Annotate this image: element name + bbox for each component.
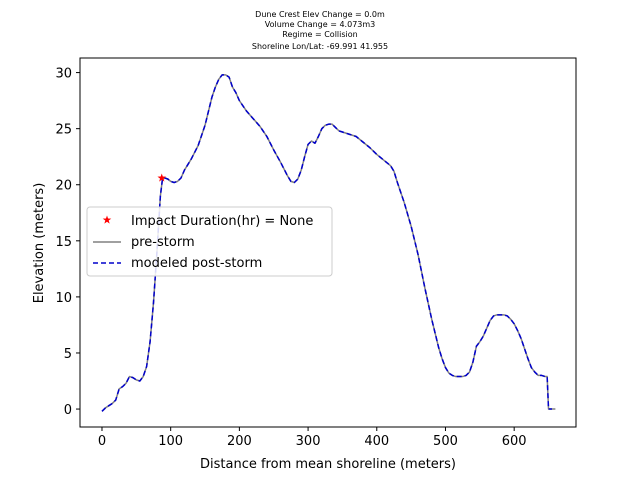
star-icon [102, 215, 112, 224]
title-line-dune-crest: Dune Crest Elev Change = 0.0m [255, 10, 385, 19]
legend-box [86, 206, 333, 277]
legend-item-impact: Impact Duration(hr) = None [102, 214, 313, 229]
x-tick-label: 0 [98, 434, 106, 449]
y-axis: 0 5 10 15 20 25 30 [55, 67, 80, 418]
y-tick-label: 10 [55, 291, 72, 306]
y-tick-label: 30 [55, 67, 72, 82]
legend-label-post-storm: modeled post-storm [131, 256, 262, 271]
y-axis-label: Elevation (meters) [32, 183, 47, 304]
x-tick-label: 500 [433, 434, 458, 449]
y-tick-label: 0 [64, 403, 72, 418]
x-tick-label: 600 [502, 434, 527, 449]
x-tick-label: 300 [296, 434, 321, 449]
impact-star-marker [157, 173, 167, 182]
y-tick-label: 5 [64, 347, 72, 362]
legend-item-post-storm: modeled post-storm [93, 256, 262, 271]
y-tick-label: 15 [55, 235, 72, 250]
plot-frame [79, 57, 577, 428]
series-line-modeled-post-storm [101, 74, 552, 412]
x-tick-label: 100 [158, 434, 183, 449]
x-axis-label: Distance from mean shoreline (meters) [200, 457, 456, 472]
x-tick-label: 400 [364, 434, 389, 449]
legend-label-impact: Impact Duration(hr) = None [131, 214, 313, 229]
legend: Impact Duration(hr) = None pre-storm mod… [86, 206, 333, 277]
title-line-volume-change: Volume Change = 4.073m3 [265, 20, 376, 29]
chart-title: Dune Crest Elev Change = 0.0m Volume Cha… [252, 10, 388, 51]
y-tick-label: 20 [55, 179, 72, 194]
x-axis: 0 100 200 300 400 500 600 [98, 427, 527, 449]
title-line-shoreline: Shoreline Lon/Lat: -69.991 41.955 [252, 42, 388, 51]
legend-label-pre-storm: pre-storm [131, 235, 195, 250]
marker-layer [157, 173, 167, 182]
series-layer [101, 74, 556, 412]
legend-item-pre-storm: pre-storm [93, 235, 195, 250]
y-tick-label: 25 [55, 123, 72, 138]
title-line-regime: Regime = Collision [282, 30, 357, 39]
x-tick-label: 200 [227, 434, 252, 449]
